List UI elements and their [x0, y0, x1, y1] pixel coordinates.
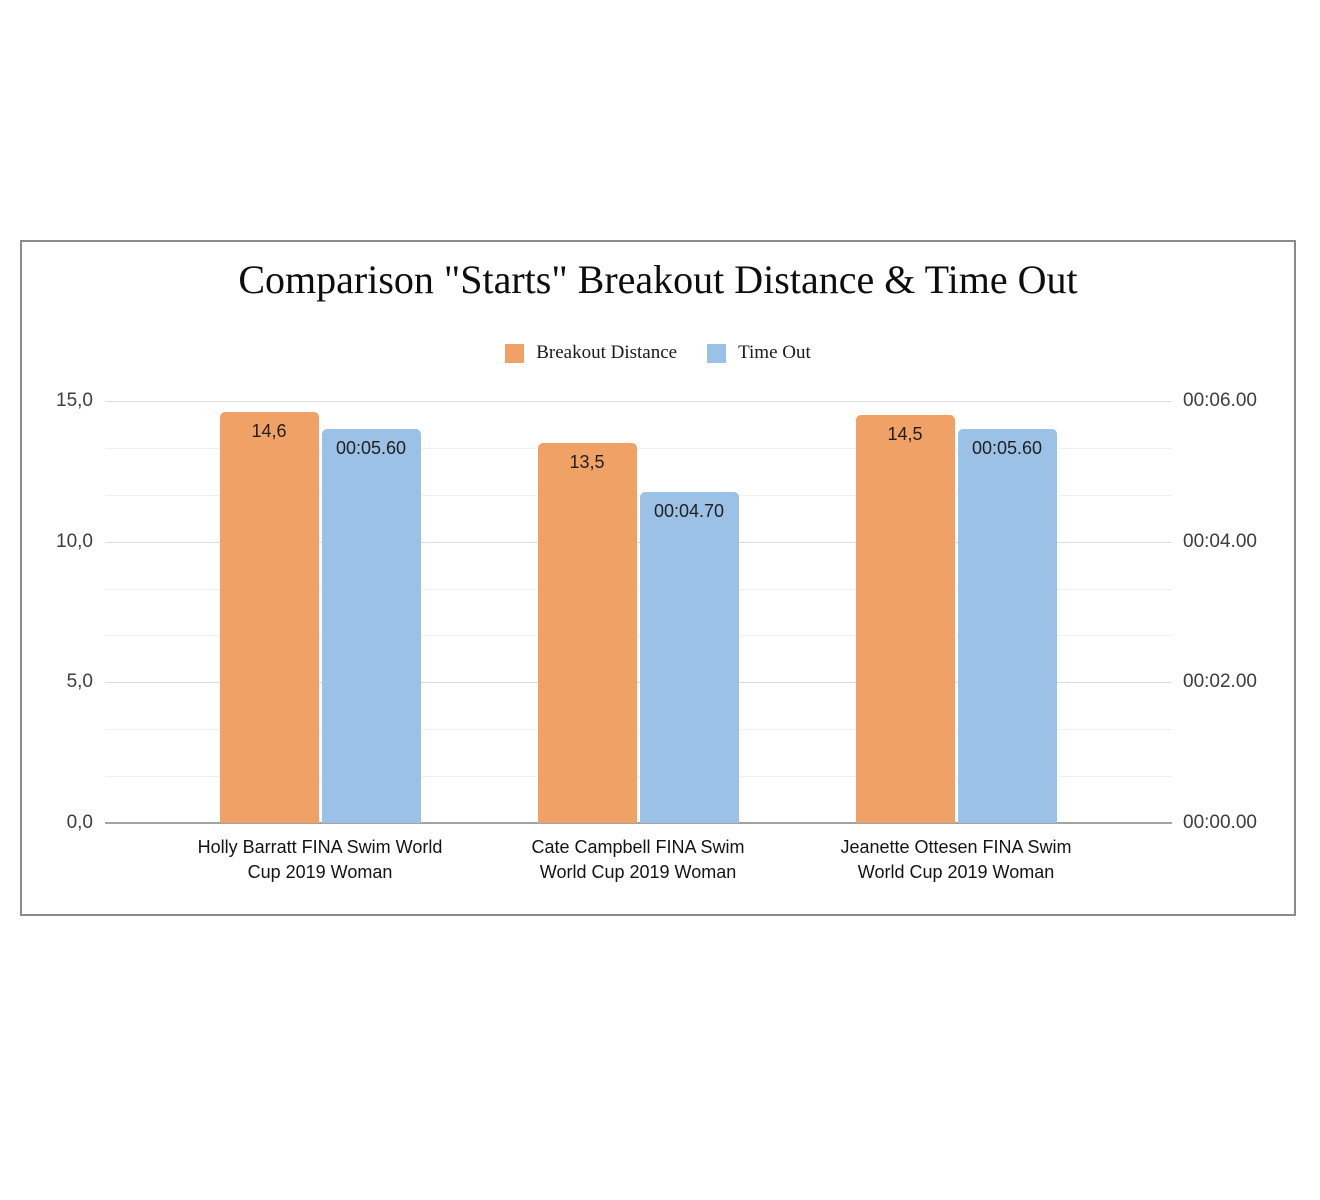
legend-swatch-breakout-distance: [505, 343, 525, 363]
bar-value-label: 00:04.70: [653, 501, 725, 522]
category-label: Holly Barratt FINA Swim World Cup 2019 W…: [197, 837, 443, 883]
right-axis-tick: 00:06.00: [1183, 390, 1257, 411]
bar-breakout-distance-3: 14,5: [855, 415, 955, 823]
bar-breakout-distance-2: 13,5: [537, 443, 637, 823]
plot-area: 15,0 10,0 5,0 0,0 00:06.00 00:04.00 00:02.00 00…: [22, 242, 1294, 914]
bar-time-out-2: 00:04.70: [639, 492, 739, 823]
gridline: [105, 541, 1172, 543]
gridline: [105, 729, 1172, 731]
legend: Breakout Distance Time Out: [22, 342, 1294, 364]
left-axis-tick: 5,0: [66, 671, 93, 693]
bar-value-label: 14,5: [887, 424, 923, 445]
legend-item-breakout-distance: Breakout Distance: [505, 342, 677, 364]
legend-swatch-time-out: [707, 343, 727, 363]
left-axis-tick: 15,0: [56, 390, 93, 411]
gridline: [105, 588, 1172, 590]
legend-label-time-out: Time Out: [738, 342, 811, 363]
right-axis-tick: 00:00.00: [1183, 812, 1257, 833]
bar-time-out-1: 00:05.60: [321, 429, 421, 823]
gridline: [105, 447, 1172, 449]
left-axis-tick: 10,0: [56, 530, 93, 552]
gridline: [105, 401, 1172, 402]
x-axis-line: [105, 822, 1172, 824]
gridline: [105, 494, 1172, 496]
bar-breakout-distance-1: 14,6: [219, 412, 319, 823]
legend-label-breakout-distance: Breakout Distance: [536, 342, 678, 363]
category-label: Jeanette Ottesen FINA Swim World Cup 201…: [840, 837, 1072, 883]
right-axis-tick: 00:04.00: [1183, 530, 1257, 552]
bar-value-label: 00:05.60: [971, 438, 1043, 459]
left-axis-tick: 0,0: [66, 812, 93, 833]
legend-item-time-out: Time Out: [707, 342, 811, 364]
chart-title: Comparison "Starts" Breakout Distance & …: [238, 257, 1078, 302]
gridline: [105, 776, 1172, 778]
right-axis-tick: 00:02.00: [1183, 671, 1257, 693]
category-label: Cate Campbell FINA Swim World Cup 2019 W…: [531, 837, 745, 883]
bar-value-label: 00:05.60: [335, 438, 407, 459]
gridline: [105, 635, 1172, 637]
chart-container: Comparison "Starts" Breakout Distance & …: [20, 240, 1296, 916]
bar-value-label: 14,6: [251, 421, 287, 442]
bar-time-out-3: 00:05.60: [957, 429, 1057, 823]
bar-value-label: 13,5: [569, 452, 605, 473]
gridline: [105, 682, 1172, 684]
